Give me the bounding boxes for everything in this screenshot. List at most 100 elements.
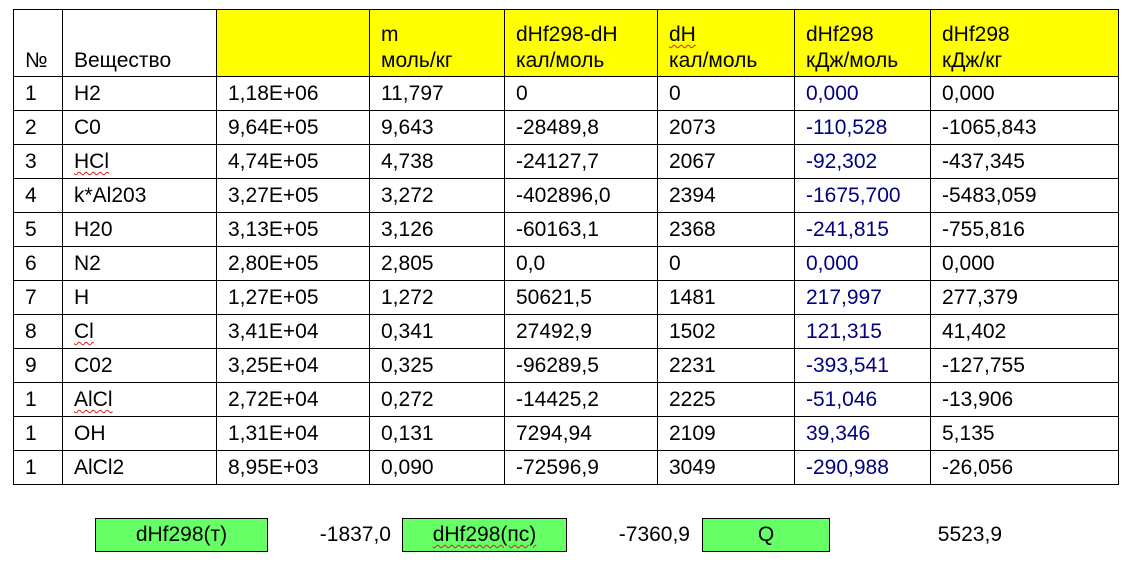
table-row: 4 k*Al203 3,27E+05 3,272 -402896,0 2394 …	[13, 178, 1119, 213]
table-cell: -28489,8	[504, 110, 658, 145]
table-cell: 2394	[657, 178, 795, 213]
table-cell: -92,302	[794, 144, 931, 179]
table-cell: -14425,2	[504, 382, 658, 417]
table-cell: 6	[13, 246, 63, 281]
table-cell: 9,64E+05	[216, 110, 370, 145]
table-cell: 2368	[657, 212, 795, 247]
table-row: 7 H 1,27E+05 1,272 50621,5 1481 217,997 …	[13, 280, 1119, 315]
table-cell: 2,72E+04	[216, 382, 370, 417]
table-cell: 41,402	[930, 314, 1119, 349]
table-cell: 0,090	[369, 450, 505, 485]
dhf298-ps-label: dHf298(пс)	[432, 523, 537, 546]
table-cell: -1065,843	[930, 110, 1119, 145]
table-cell: 3,13E+05	[216, 212, 370, 247]
table-cell: 39,346	[794, 416, 931, 451]
table-cell: 3,25E+04	[216, 348, 370, 383]
table-row: 9 C02 3,25E+04 0,325 -96289,5 2231 -393,…	[13, 348, 1119, 383]
table-cell: H2	[62, 76, 217, 111]
table-row: 6 N2 2,80E+05 2,805 0,0 0 0,000 0,000	[13, 246, 1119, 281]
header-cell-m: m моль/кг	[369, 9, 505, 77]
table-cell: 217,997	[794, 280, 931, 315]
header-cell-substance: Вещество	[62, 9, 217, 77]
table-cell: 121,315	[794, 314, 931, 349]
table-cell: AlCl	[62, 382, 217, 417]
table-cell: -51,046	[794, 382, 931, 417]
table-cell: 1,31E+04	[216, 416, 370, 451]
table-cell: 2109	[657, 416, 795, 451]
table-cell: -96289,5	[504, 348, 658, 383]
table-cell: C02	[62, 348, 217, 383]
table-row: 1 H2 1,18E+06 11,797 0 0 0,000 0,000	[13, 76, 1119, 111]
table-cell: k*Al203	[62, 178, 217, 213]
table-cell: 5,135	[930, 416, 1119, 451]
table-cell: 5	[13, 212, 63, 247]
table-cell: -5483,059	[930, 178, 1119, 213]
table-cell: 1	[13, 416, 63, 451]
table-cell: 9,643	[369, 110, 505, 145]
table-cell: -60163,1	[504, 212, 658, 247]
table-cell: -755,816	[930, 212, 1119, 247]
table-cell: 8	[13, 314, 63, 349]
table-cell: 7294,94	[504, 416, 658, 451]
table-row: 8 Cl 3,41E+04 0,341 27492,9 1502 121,315…	[13, 314, 1119, 349]
table-cell: 4,74E+05	[216, 144, 370, 179]
table-cell: -13,906	[930, 382, 1119, 417]
header-cell-number: №	[13, 9, 63, 77]
table-row: 2 C0 9,64E+05 9,643 -28489,8 2073 -110,5…	[13, 110, 1119, 145]
table-row: 1 OH 1,31E+04 0,131 7294,94 2109 39,346 …	[13, 416, 1119, 451]
table-row: 1 AlCl 2,72E+04 0,272 -14425,2 2225 -51,…	[13, 382, 1119, 417]
header-cell-dhf298-minus-dh: dHf298-dH кал/моль	[504, 9, 658, 77]
table-cell: 0,000	[794, 246, 931, 281]
dhf298-ps-label-box: dHf298(пс)	[402, 518, 567, 552]
table-cell: 0,131	[369, 416, 505, 451]
dhf298-ps-value: -7360,9	[618, 523, 690, 546]
table-row: 5 H20 3,13E+05 3,126 -60163,1 2368 -241,…	[13, 212, 1119, 247]
table-cell: -290,988	[794, 450, 931, 485]
table-cell: H20	[62, 212, 217, 247]
table-cell: 4	[13, 178, 63, 213]
table-cell: 27492,9	[504, 314, 658, 349]
table-cell: 3,41E+04	[216, 314, 370, 349]
table-cell: -241,815	[794, 212, 931, 247]
table-cell: 2073	[657, 110, 795, 145]
table-cell: 1	[13, 450, 63, 485]
table-cell: 9	[13, 348, 63, 383]
table-cell: 277,379	[930, 280, 1119, 315]
table-cell: 3	[13, 144, 63, 179]
header-row: № Вещество m моль/кг dHf298-dH кал/моль dH…	[13, 9, 1119, 77]
table-cell: 0	[657, 76, 795, 111]
table-cell: 0,325	[369, 348, 505, 383]
table-cell: 11,797	[369, 76, 505, 111]
q-label: Q	[757, 523, 775, 546]
table-cell: 0,000	[930, 76, 1119, 111]
table-cell: 3049	[657, 450, 795, 485]
table-cell: 2231	[657, 348, 795, 383]
table-row: 1 AlCl2 8,95E+03 0,090 -72596,9 3049 -29…	[13, 450, 1119, 485]
table-cell: 2225	[657, 382, 795, 417]
table-cell: C0	[62, 110, 217, 145]
header-cell-dhf298-kj-kg: dHf298 кДж/кг	[930, 9, 1119, 77]
header-cell-dhf298-kj-mol: dHf298 кДж/моль	[794, 9, 931, 77]
table-cell: 4,738	[369, 144, 505, 179]
table-cell: 1,18E+06	[216, 76, 370, 111]
table-cell: 0	[504, 76, 658, 111]
table-row: 3 HCl 4,74E+05 4,738 -24127,7 2067 -92,3…	[13, 144, 1119, 179]
header-cell-dh: dH кал/моль	[657, 9, 795, 77]
dhf298-t-value: -1837,0	[319, 523, 391, 546]
table-cell: 2,805	[369, 246, 505, 281]
table-cell: -72596,9	[504, 450, 658, 485]
table-cell: Cl	[62, 314, 217, 349]
table-cell: -110,528	[794, 110, 931, 145]
table-cell: HCl	[62, 144, 217, 179]
table-cell: 3,27E+05	[216, 178, 370, 213]
table-cell: 1481	[657, 280, 795, 315]
table-cell: -127,755	[930, 348, 1119, 383]
table-cell: N2	[62, 246, 217, 281]
table-cell: 3,126	[369, 212, 505, 247]
table-cell: OH	[62, 416, 217, 451]
table-cell: 2067	[657, 144, 795, 179]
table-cell: -24127,7	[504, 144, 658, 179]
table-cell: 1	[13, 76, 63, 111]
table-cell: 0,272	[369, 382, 505, 417]
table-cell: 3,272	[369, 178, 505, 213]
